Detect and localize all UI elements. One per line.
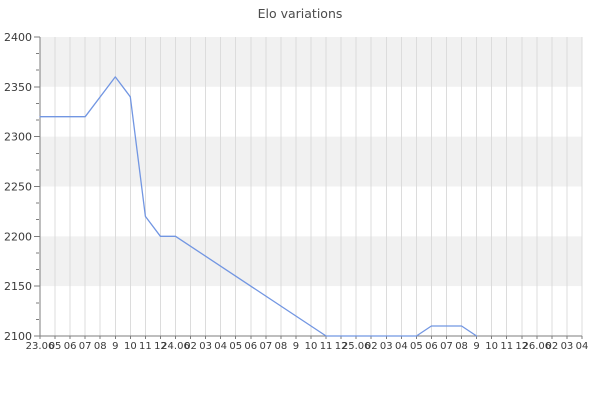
x-tick-label: 25.06 xyxy=(342,341,371,352)
x-tick-label: 24.06 xyxy=(161,341,190,352)
x-tick-label: 11 xyxy=(500,341,513,352)
x-tick-label: 9 xyxy=(293,341,299,352)
elo-line xyxy=(39,76,478,337)
x-tick-label: 03 xyxy=(199,341,212,352)
x-tick-label: 02 xyxy=(184,341,197,352)
x-tick-label: 05 xyxy=(410,341,423,352)
x-tick-label: 04 xyxy=(214,341,227,352)
x-tick-label: 06 xyxy=(425,341,438,352)
x-tick-label: 12 xyxy=(335,341,348,352)
x-tick-label: 26.06 xyxy=(523,341,552,352)
y-tick-label: 2350 xyxy=(4,81,32,94)
x-tick-label: 04 xyxy=(576,341,589,352)
x-tick-label: 03 xyxy=(380,341,393,352)
x-tick-label: 12 xyxy=(515,341,528,352)
x-tick-label: 03 xyxy=(561,341,574,352)
x-tick-label: 07 xyxy=(259,341,272,352)
x-tick-label: 08 xyxy=(455,341,468,352)
x-tick-label: 12 xyxy=(154,341,167,352)
x-tick-label: 10 xyxy=(124,341,137,352)
y-tick-label: 2200 xyxy=(4,230,32,243)
x-tick-label: 06 xyxy=(244,341,257,352)
y-tick-label: 2400 xyxy=(4,31,32,44)
x-tick-label: 11 xyxy=(139,341,152,352)
x-tick-label: 02 xyxy=(546,341,559,352)
x-tick-label: 07 xyxy=(440,341,453,352)
x-tick-label: 04 xyxy=(395,341,408,352)
x-tick-label: 07 xyxy=(79,341,92,352)
x-tick-label: 11 xyxy=(320,341,333,352)
y-tick-label: 2300 xyxy=(4,131,32,144)
x-tick-label: 05 xyxy=(229,341,242,352)
chart-title: Elo variations xyxy=(257,6,343,21)
x-tick-label: 08 xyxy=(275,341,288,352)
x-tick-label: 08 xyxy=(94,341,107,352)
x-tick-label: 10 xyxy=(485,341,498,352)
x-tick-label: 05 xyxy=(49,341,62,352)
y-tick-label: 2250 xyxy=(4,181,32,194)
x-tick-label: 23.06 xyxy=(26,341,55,352)
y-tick-label: 2150 xyxy=(4,280,32,293)
y-tick-label: 2100 xyxy=(4,330,32,343)
x-tick-label: 10 xyxy=(305,341,318,352)
x-tick-label: 9 xyxy=(112,341,118,352)
x-tick-label: 9 xyxy=(473,341,479,352)
x-tick-label: 02 xyxy=(365,341,378,352)
x-tick-label: 06 xyxy=(64,341,77,352)
